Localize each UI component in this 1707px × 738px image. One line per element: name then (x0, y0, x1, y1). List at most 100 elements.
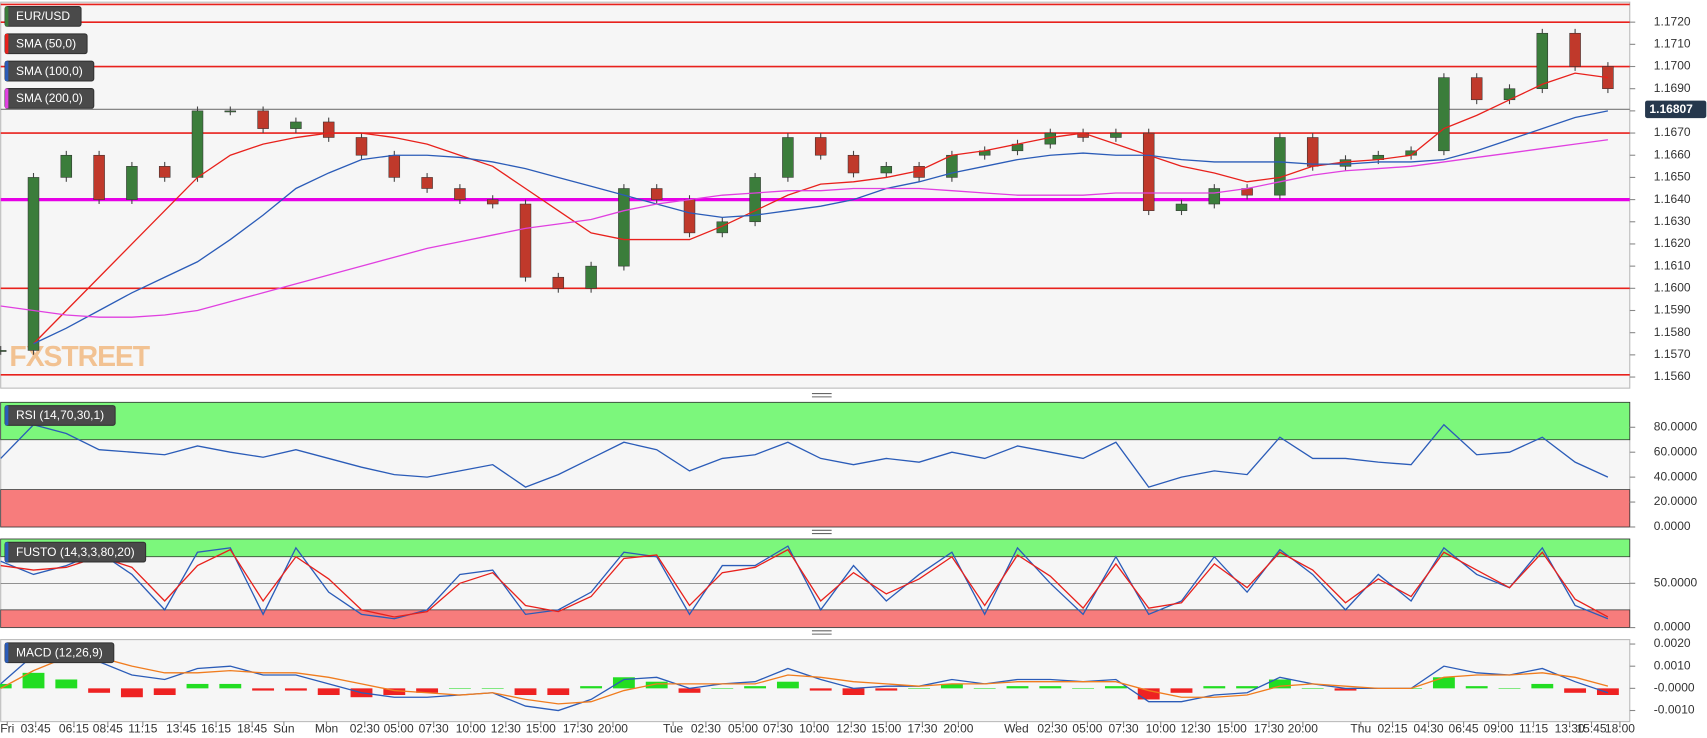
candle (257, 110, 269, 129)
candle (1536, 32, 1549, 89)
histogram-bar (744, 686, 767, 689)
x-tick-label: Sun (273, 721, 294, 735)
candle (1569, 32, 1581, 67)
histogram-bar (284, 688, 307, 691)
candle (552, 276, 565, 289)
y-tick-label: 1.1720 (1654, 14, 1691, 28)
zone (0, 401, 1631, 441)
x-tick-label: 12:30 (491, 721, 521, 735)
histogram-bar (776, 681, 799, 689)
legend-label: SMA (200,0) (16, 91, 83, 105)
series-line (33, 110, 1609, 345)
histogram-bar (875, 688, 898, 691)
x-tick-label: Tue (663, 721, 684, 735)
x-tick-label: 17:30 (1254, 721, 1284, 735)
candle (486, 199, 499, 205)
y-tick-label: 40.0000 (1654, 469, 1698, 483)
legend-label: FUSTO (14,3,3,80,20) (16, 545, 135, 559)
histogram-bar (88, 688, 111, 693)
y-tick-label: 1.1670 (1654, 125, 1691, 139)
y-tick-label: 1.1690 (1654, 81, 1691, 95)
candle (650, 188, 663, 200)
histogram-bar (416, 688, 439, 693)
histogram-bar (1072, 688, 1095, 689)
histogram-bar (448, 688, 471, 689)
candle (519, 203, 532, 278)
series-line (0, 139, 1608, 318)
x-tick-label: Mon (315, 721, 338, 735)
legend-entry: MACD (12,26,9) (4, 642, 115, 664)
histogram-bar (580, 686, 603, 689)
x-tick-label: 07:30 (1109, 721, 1139, 735)
legend-swatch (5, 542, 9, 562)
x-tick-label: 06:45 (1449, 721, 1479, 735)
x-tick-label: 18:45 (237, 721, 267, 735)
x-tick-label: 05:00 (384, 721, 414, 735)
histogram-bar (252, 688, 275, 691)
candle (618, 188, 630, 267)
histogram-bar (1268, 679, 1291, 689)
candle (782, 137, 794, 178)
x-tick-label: 11:15 (1519, 721, 1548, 735)
x-tick-label: 09:00 (1484, 721, 1514, 735)
zone (0, 609, 1631, 628)
legend-swatch (5, 405, 9, 426)
x-tick-label: 18:00 (1605, 721, 1635, 735)
candle (847, 154, 860, 174)
x-tick-label: 12:30 (836, 721, 866, 735)
legend-label: RSI (14,70,30,1) (16, 408, 104, 422)
y-tick-label: 0.0000 (1654, 519, 1691, 533)
histogram-bar (547, 688, 570, 696)
y-tick-label: 0.0020 (1654, 636, 1691, 650)
series-line (0, 548, 1609, 618)
x-tick-label: 07:30 (419, 721, 449, 735)
candle (0, 350, 7, 352)
x-tick-label: 05:00 (1072, 721, 1102, 735)
legend-swatch (5, 642, 9, 663)
y-tick-label: 1.1590 (1654, 303, 1691, 317)
histogram-bar (1334, 688, 1357, 691)
candle (224, 110, 237, 113)
candle (290, 121, 302, 129)
candle (388, 154, 401, 178)
x-tick-label: 17:30 (907, 721, 937, 735)
x-tick-label: 07:30 (763, 721, 793, 735)
histogram-bar (1596, 688, 1619, 696)
x-tick-label: 15:00 (1217, 721, 1247, 735)
histogram-bar (1432, 677, 1455, 689)
x-tick-label: 05:00 (728, 721, 758, 735)
candle (1438, 77, 1450, 152)
x-tick-label: Wed (1004, 721, 1028, 735)
histogram-bar (1531, 683, 1554, 689)
candle (1306, 137, 1319, 167)
x-tick-label: 20:00 (598, 721, 628, 735)
legend-entry: RSI (14,70,30,1) (4, 405, 116, 426)
legend-label: EUR/USD (16, 9, 70, 23)
series-line (0, 545, 1609, 620)
histogram-bar (1301, 688, 1324, 689)
x-tick-label: 17:30 (563, 721, 593, 735)
plot-area (0, 639, 1631, 723)
candle (322, 121, 335, 138)
histogram-bar (1039, 686, 1062, 689)
legend-entry: EUR/USD (4, 6, 82, 27)
last-price-box (1645, 100, 1707, 119)
candle (1142, 132, 1155, 211)
series-line (0, 647, 1609, 712)
zone (0, 538, 1631, 558)
histogram-bar (612, 677, 635, 689)
histogram-bar (940, 683, 963, 689)
y-tick-label: 1.1710 (1654, 37, 1691, 51)
y-tick-label: 1.1610 (1654, 258, 1691, 272)
histogram-bar (973, 688, 996, 689)
y-tick-label: -0.0000 (1654, 681, 1695, 695)
x-tick-label: 15:45 (1576, 721, 1606, 735)
histogram-bar (842, 688, 865, 696)
candle (60, 154, 73, 178)
x-tick-label: 12:30 (1181, 721, 1211, 735)
y-tick-label: 1.1560 (1654, 369, 1691, 383)
histogram-bar (481, 688, 504, 689)
histogram-bar (383, 688, 406, 696)
